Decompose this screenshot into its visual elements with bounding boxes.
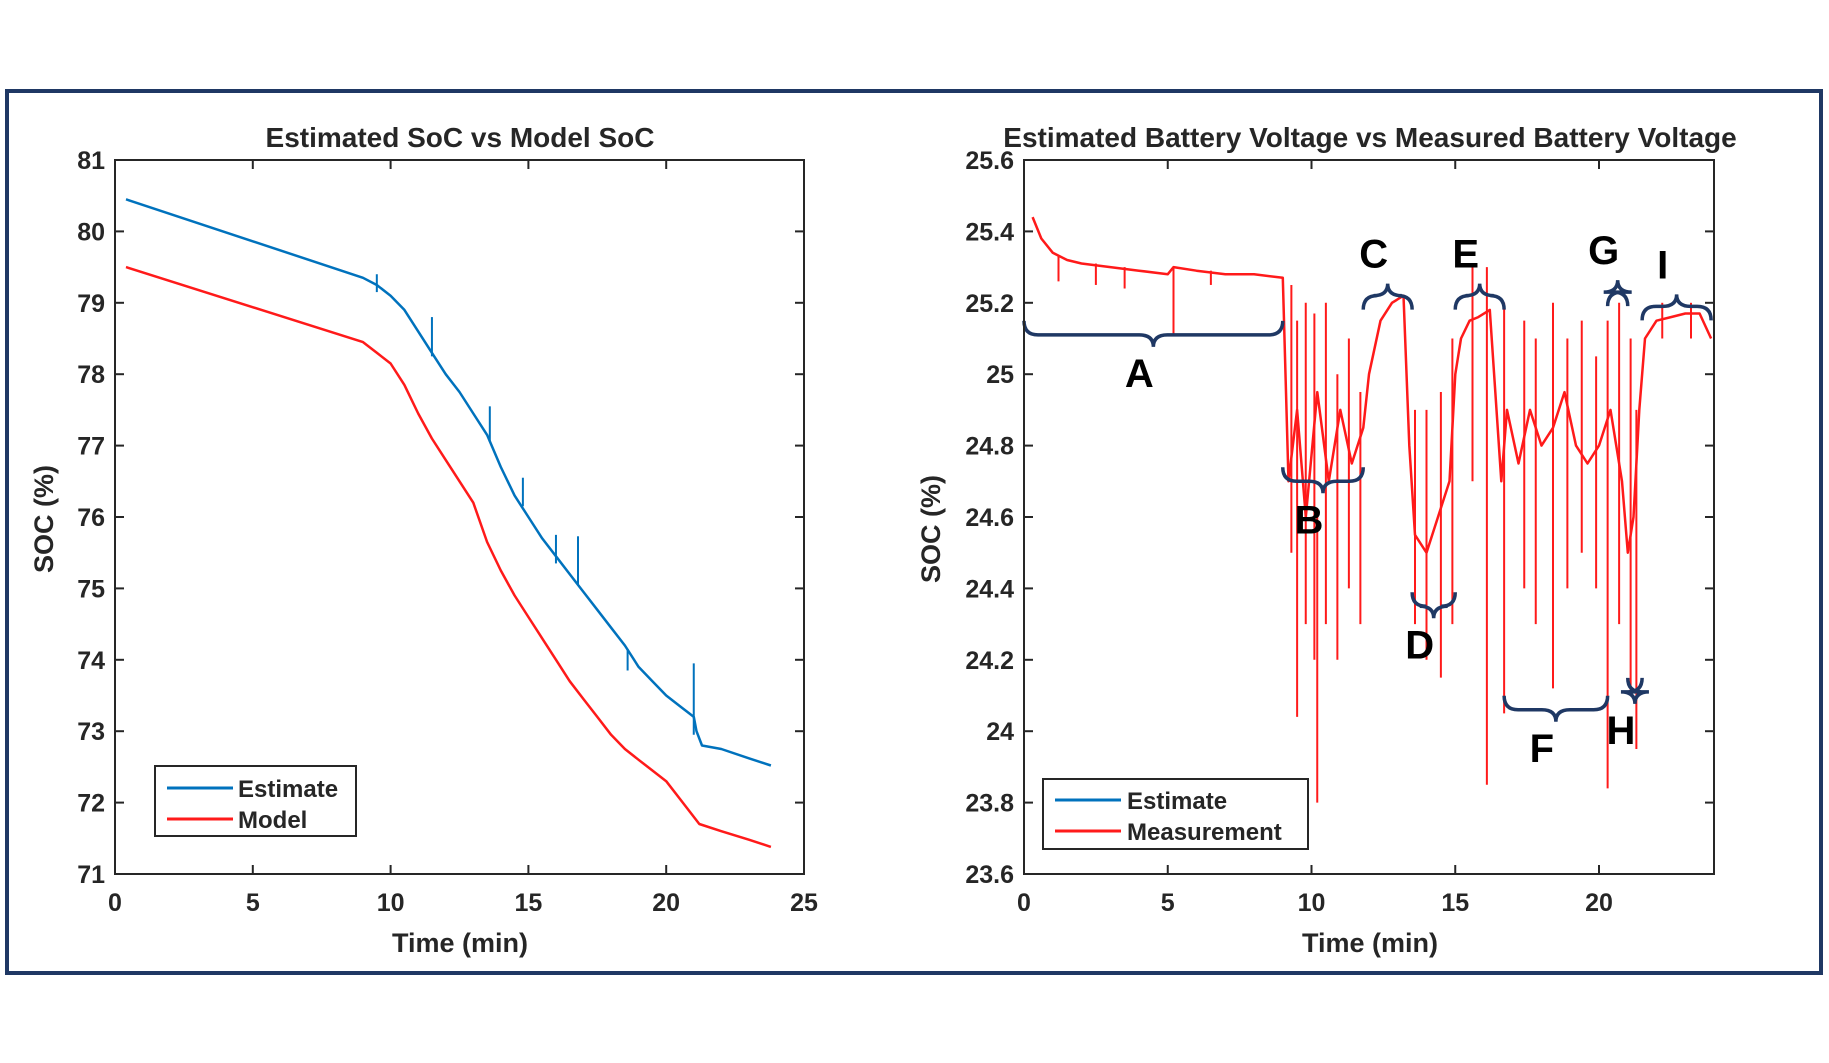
voltage-x-tick-label: 15 (1441, 889, 1469, 917)
voltage-legend-label-estimate: Estimate (1127, 788, 1227, 815)
soc-y-tick-label: 80 (77, 218, 105, 246)
soc-x-tick-label: 10 (377, 889, 405, 917)
soc-y-tick-label: 75 (77, 575, 105, 603)
segment-label-i: I (1657, 243, 1668, 287)
voltage-x-axis-label: Time (min) (1302, 928, 1438, 958)
voltage-chart-title: Estimated Battery Voltage vs Measured Ba… (1003, 122, 1736, 153)
soc-y-tick-label: 71 (77, 861, 105, 889)
voltage-y-tick-label: 24 (986, 718, 1014, 746)
soc-y-tick-label: 77 (77, 433, 105, 461)
voltage-legend-label-measurement: Measurement (1127, 819, 1282, 846)
soc-y-tick-label: 72 (77, 790, 105, 818)
soc-y-tick-label: 81 (77, 147, 105, 175)
segment-label-c: C (1359, 233, 1388, 277)
voltage-y-tick-label: 25.4 (965, 218, 1014, 246)
voltage-legend-box (1042, 778, 1309, 850)
segment-label-g: G (1588, 229, 1619, 273)
voltage-x-tick-label: 10 (1298, 889, 1326, 917)
soc-x-tick-label: 20 (652, 889, 680, 917)
segment-brace-f (1502, 695, 1610, 722)
soc-y-tick-label: 74 (77, 647, 105, 675)
voltage-annotation-layer: A B C D E F G H I (1022, 229, 1713, 771)
figure-frame (5, 89, 1823, 975)
segment-label-a: A (1125, 352, 1154, 396)
voltage-y-tick-label: 24.2 (965, 647, 1014, 675)
segment-label-d: D (1405, 623, 1434, 667)
voltage-y-tick-label: 24.4 (965, 575, 1014, 603)
soc-x-tick-label: 0 (108, 889, 122, 917)
segment-label-h: H (1606, 709, 1635, 753)
voltage-y-axis-label: SOC (%) (916, 475, 946, 583)
voltage-legend: Estimate Measurement (1042, 778, 1309, 850)
segment-brace-a (1022, 320, 1285, 348)
voltage-y-tick-label: 24.8 (965, 433, 1014, 461)
soc-legend-label-model: Model (238, 807, 307, 834)
soc-tick-layer: 0 5 10 15 20 25 71 72 73 74 75 76 77 78 79 80 81 (77, 147, 818, 917)
soc-series-layer (125, 198, 772, 849)
soc-legend-label-estimate: Estimate (238, 776, 338, 803)
voltage-y-tick-label: 24.6 (965, 504, 1014, 532)
segment-brace-e (1453, 283, 1506, 310)
soc-x-tick-label: 5 (246, 889, 260, 917)
segment-label-e: E (1452, 233, 1479, 277)
soc-y-tick-label: 79 (77, 290, 105, 318)
voltage-y-tick-label: 25.6 (965, 147, 1014, 175)
voltage-y-tick-label: 25.2 (965, 290, 1014, 318)
soc-y-axis-label: SOC (%) (29, 465, 59, 573)
soc-chart-title: Estimated SoC vs Model SoC (266, 122, 655, 153)
soc-x-tick-label: 15 (514, 889, 542, 917)
voltage-chart: Estimated Battery Voltage vs Measured Ba… (916, 122, 1737, 958)
segment-brace-d (1410, 592, 1457, 619)
voltage-x-tick-label: 20 (1585, 889, 1613, 917)
soc-y-tick-label: 73 (77, 718, 105, 746)
segment-brace-h (1620, 677, 1650, 705)
voltage-y-tick-label: 25 (986, 361, 1014, 389)
segment-brace-g (1603, 279, 1632, 307)
voltage-y-tick-label: 23.6 (965, 861, 1014, 889)
segment-brace-c (1361, 283, 1414, 310)
voltage-x-tick-label: 0 (1017, 889, 1031, 917)
voltage-tick-layer: 0 5 10 15 20 23.6 23.8 24 24.2 24.4 24.6 24.8 25 25.2… (965, 147, 1714, 917)
voltage-series-layer (1031, 216, 1713, 803)
segment-brace-i (1640, 294, 1713, 321)
soc-legend-box (154, 765, 357, 837)
segment-label-b: B (1295, 498, 1324, 542)
voltage-x-tick-label: 5 (1161, 889, 1175, 917)
segment-brace-b (1281, 467, 1365, 494)
soc-y-tick-label: 78 (77, 361, 105, 389)
voltage-y-tick-label: 23.8 (965, 790, 1014, 818)
soc-series-line-model (125, 265, 772, 849)
soc-legend: Estimate Model (154, 765, 357, 837)
soc-x-axis-label: Time (min) (392, 928, 528, 958)
segment-label-f: F (1530, 727, 1554, 771)
soc-y-tick-label: 76 (77, 504, 105, 532)
soc-x-tick-label: 25 (790, 889, 818, 917)
soc-chart: Estimated SoC vs Model SoC 0 5 10 15 20 25 71 7… (29, 122, 818, 958)
